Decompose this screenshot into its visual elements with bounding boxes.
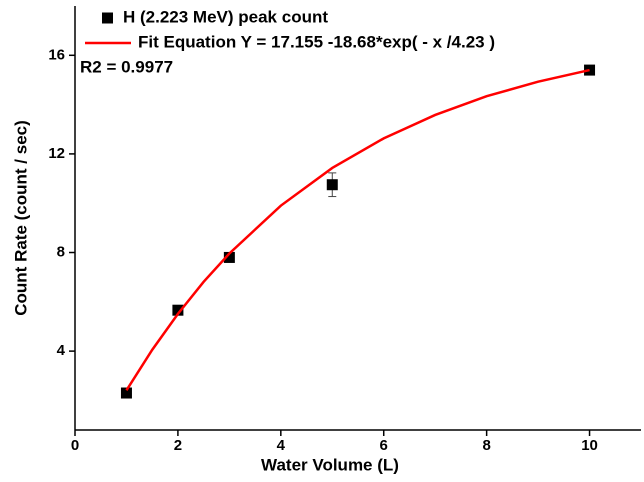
y-tick-label: 16 (48, 46, 65, 63)
legend-label: H (2.223 MeV) peak count (123, 7, 328, 26)
y-tick-label: 8 (57, 243, 65, 260)
x-axis-label: Water Volume (L) (261, 455, 399, 474)
y-tick-label: 4 (57, 342, 66, 359)
point (223, 251, 235, 263)
point (172, 304, 184, 316)
x-tick-label: 8 (482, 437, 490, 454)
x-tick-label: 6 (380, 437, 388, 454)
y-tick-label: 12 (48, 145, 65, 162)
annotation: R2 = 0.9977 (80, 57, 173, 76)
point (120, 387, 132, 399)
point (326, 179, 338, 191)
x-tick-label: 10 (581, 437, 598, 454)
x-tick-label: 0 (71, 437, 79, 454)
legend-marker (102, 12, 113, 24)
x-tick-label: 4 (277, 437, 286, 454)
legend-label: Fit Equation Y = 17.155 -18.68*exp( - x … (138, 32, 495, 51)
x-tick-label: 2 (174, 437, 182, 454)
y-axis-label: Count Rate (count / sec) (11, 120, 30, 316)
fit-line (125, 68, 590, 391)
